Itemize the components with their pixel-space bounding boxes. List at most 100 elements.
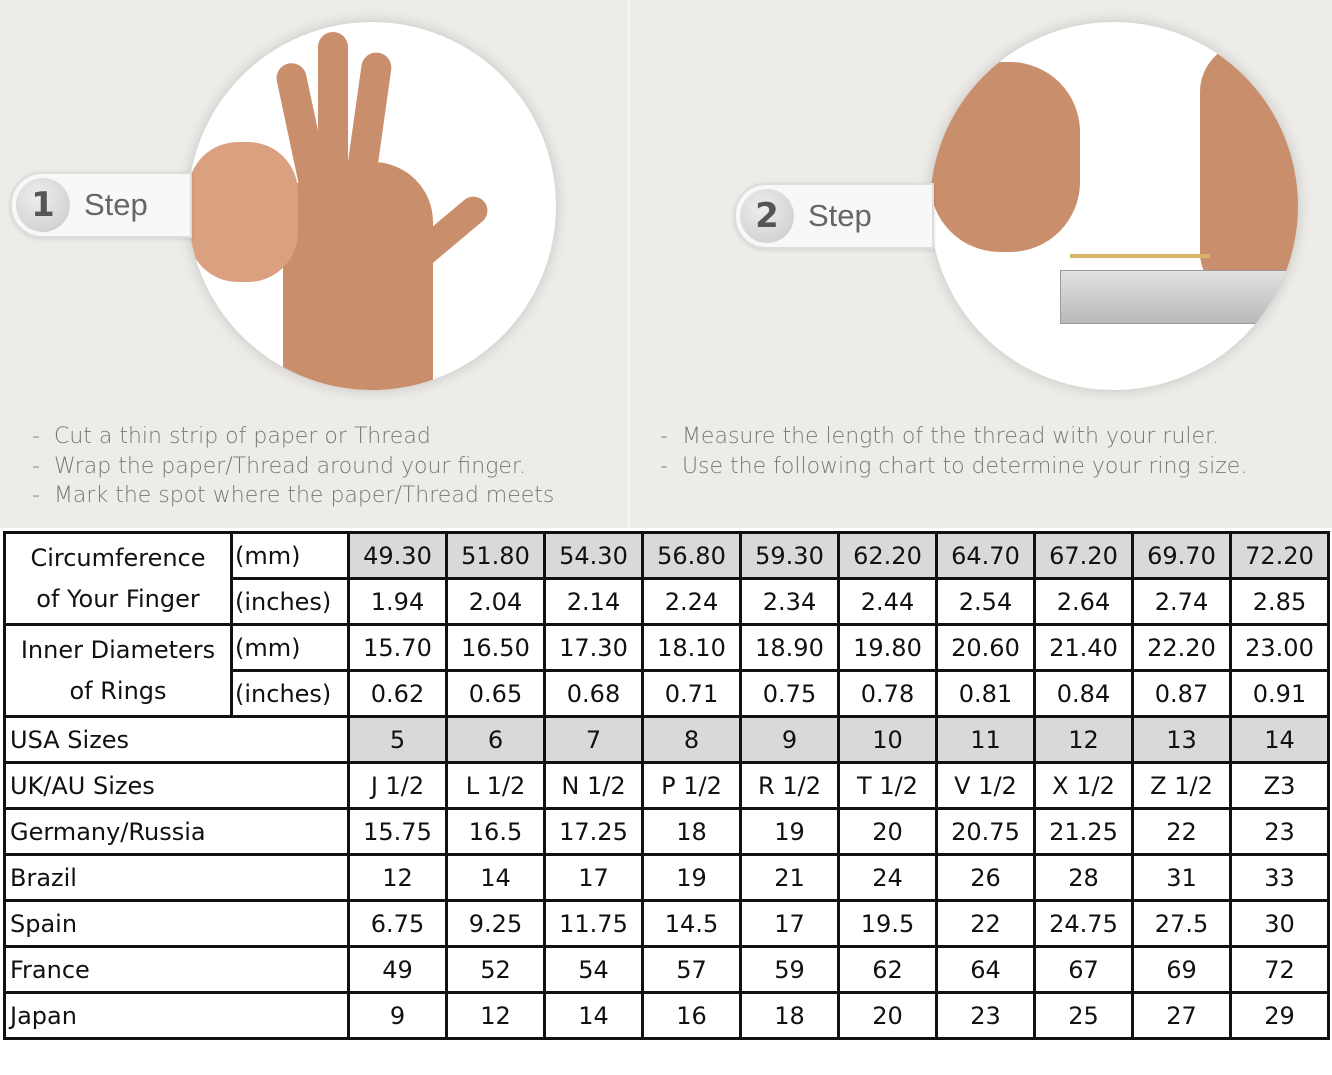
divider [628, 0, 630, 528]
unit-label: (inches) [230, 577, 350, 626]
value-cell: 30 [1229, 899, 1330, 948]
value-cell: 15.75 [347, 807, 448, 856]
thread-ruler-illustration [930, 22, 1298, 390]
value-cell: 67 [1033, 945, 1134, 994]
value-cell: 52 [445, 945, 546, 994]
value-cell: 0.62 [347, 669, 448, 718]
bullet: - [32, 483, 40, 508]
diameter-inches-row: (inches) 0.62 0.65 0.68 0.71 0.75 0.78 0.81 0.84… [5, 669, 1330, 718]
value-cell: 19.80 [837, 623, 938, 672]
ring-size-table: Circumference of Your Finger (mm) 49.30 51.8… [3, 531, 1330, 1040]
value-cell: 23.00 [1229, 623, 1330, 672]
value-cell: 62.20 [837, 531, 938, 580]
value-cell: 17.25 [543, 807, 644, 856]
value-cell: 2.04 [445, 577, 546, 626]
value-cell: 11.75 [543, 899, 644, 948]
instructions-panel: 1 Step - Cut a thin strip of paper or Th… [0, 0, 1332, 528]
value-cell: 19 [739, 807, 840, 856]
value-cell: 2.34 [739, 577, 840, 626]
bullet: - [32, 453, 40, 479]
value-cell: 0.68 [543, 669, 644, 718]
label-line: Inner Diameters [20, 635, 216, 664]
value-cell: 2.85 [1229, 577, 1330, 626]
value-cell: 9.25 [445, 899, 546, 948]
bullet: - [660, 453, 668, 479]
value-cell: 69 [1131, 945, 1232, 994]
value-cell: Z 1/2 [1131, 761, 1232, 810]
step-number: 2 [740, 189, 794, 243]
size-row: Japan 9 12 14 16 18 20 23 25 27 29 [3, 991, 1330, 1040]
circumference-label: Circumference of Your Finger [3, 531, 233, 626]
instruction: Use the following chart to determine you… [681, 453, 1248, 479]
value-cell: 5 [347, 715, 448, 764]
value-cell: 24 [837, 853, 938, 902]
value-cell: 0.84 [1033, 669, 1134, 718]
value-cell: 22 [1131, 807, 1232, 856]
value-cell: 20 [837, 991, 938, 1040]
value-cell: 49.30 [347, 531, 448, 580]
value-cell: 10 [837, 715, 938, 764]
step-2-badge: 2 Step [734, 183, 934, 249]
value-cell: 69.70 [1131, 531, 1232, 580]
value-cell: 16.5 [445, 807, 546, 856]
value-cell: 15.70 [347, 623, 448, 672]
row-label: Spain [3, 899, 350, 948]
value-cell: 25 [1033, 991, 1134, 1040]
value-cell: 64 [935, 945, 1036, 994]
row-label: UK/AU Sizes [3, 761, 350, 810]
value-cell: Z3 [1229, 761, 1330, 810]
row-label: Germany/Russia [3, 807, 350, 856]
instruction: Measure the length of the thread with yo… [681, 424, 1220, 449]
value-cell: 20.60 [935, 623, 1036, 672]
value-cell: 21.40 [1033, 623, 1134, 672]
value-cell: 1.94 [347, 577, 448, 626]
diameter-mm-row: Inner Diameters of Rings (mm) 15.70 16.50 17.… [3, 623, 1330, 718]
instruction: Cut a thin strip of paper or Thread [53, 424, 431, 449]
value-cell: 22.20 [1131, 623, 1232, 672]
value-cell: 56.80 [641, 531, 742, 580]
value-cell: 18 [739, 991, 840, 1040]
value-cell: 27 [1131, 991, 1232, 1040]
row-label: France [3, 945, 350, 994]
value-cell: 21 [739, 853, 840, 902]
value-cell: 72 [1229, 945, 1330, 994]
value-cell: X 1/2 [1033, 761, 1134, 810]
circumference-mm-row: Circumference of Your Finger (mm) 49.30 51.8… [3, 531, 1330, 626]
value-cell: 2.44 [837, 577, 938, 626]
instruction: Wrap the paper/Thread around your finger… [53, 453, 526, 479]
value-cell: 27.5 [1131, 899, 1232, 948]
bullet: - [660, 424, 668, 449]
value-cell: 0.87 [1131, 669, 1232, 718]
value-cell: 31 [1131, 853, 1232, 902]
value-cell: 64.70 [935, 531, 1036, 580]
value-cell: 67.20 [1033, 531, 1134, 580]
value-cell: 2.24 [641, 577, 742, 626]
row-label: USA Sizes [3, 715, 350, 764]
value-cell: 14 [445, 853, 546, 902]
value-cell: 23 [1229, 807, 1330, 856]
value-cell: 19.5 [837, 899, 938, 948]
value-cell: 29 [1229, 991, 1330, 1040]
value-cell: 16 [641, 991, 742, 1040]
value-cell: 24.75 [1033, 899, 1134, 948]
value-cell: 2.54 [935, 577, 1036, 626]
value-cell: 13 [1131, 715, 1232, 764]
diameter-label: Inner Diameters of Rings [3, 623, 233, 718]
size-row: Brazil 12 14 17 19 21 24 26 28 31 33 [3, 853, 1330, 902]
size-row: Germany/Russia 15.75 16.5 17.25 18 19 20 20.75 2… [3, 807, 1330, 856]
value-cell: 20 [837, 807, 938, 856]
value-cell: 2.64 [1033, 577, 1134, 626]
value-cell: 11 [935, 715, 1036, 764]
value-cell: 12 [445, 991, 546, 1040]
value-cell: 33 [1229, 853, 1330, 902]
value-cell: 14 [1229, 715, 1330, 764]
row-label: Brazil [3, 853, 350, 902]
value-cell: 9 [347, 991, 448, 1040]
value-cell: 0.91 [1229, 669, 1330, 718]
value-cell: 20.75 [935, 807, 1036, 856]
value-cell: 16.50 [445, 623, 546, 672]
value-cell: T 1/2 [837, 761, 938, 810]
label-line: of Rings [69, 676, 167, 705]
circumference-inches-row: (inches) 1.94 2.04 2.14 2.24 2.34 2.44 2.54 2.64… [5, 577, 1330, 626]
value-cell: P 1/2 [641, 761, 742, 810]
